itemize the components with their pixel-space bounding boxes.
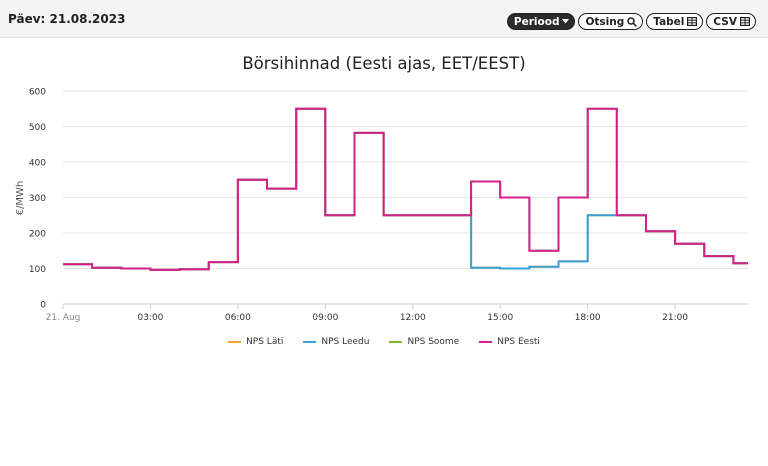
toolbar: Päev: 21.08.2023 Periood Otsing Tabel CS… <box>0 0 768 38</box>
legend-item[interactable]: NPS Leedu <box>303 337 369 347</box>
table-button[interactable]: Tabel <box>646 13 704 30</box>
caret-down-icon <box>562 19 570 24</box>
chart-series <box>63 107 748 271</box>
table-icon <box>687 17 698 26</box>
legend-label: NPS Läti <box>246 337 284 347</box>
period-label: Periood <box>513 15 560 28</box>
y-axis: 0 100 200 300 400 500 600 <box>29 88 46 311</box>
y-tick-label: 400 <box>29 159 46 169</box>
legend-label: NPS Eesti <box>497 337 540 347</box>
legend-item[interactable]: NPS Läti <box>228 337 283 347</box>
x-tick-label: 21. Aug <box>46 313 81 323</box>
series-line-2 <box>63 107 748 271</box>
series-line-0 <box>63 107 748 271</box>
table-icon <box>740 17 750 26</box>
table-label: Tabel <box>653 15 685 28</box>
legend-item[interactable]: NPS Eesti <box>479 337 540 347</box>
toolbar-buttons: Periood Otsing Tabel CSV <box>506 13 756 30</box>
series-line-1 <box>63 107 748 271</box>
x-axis: 21. Aug 03:00 06:00 09:00 12:00 15:00 18:00 21:… <box>46 304 688 323</box>
search-icon <box>627 16 638 27</box>
chart-legend: NPS Läti NPS Leedu NPS Soome NPS Eesti <box>0 337 768 347</box>
date-label: Päev: 21.08.2023 <box>8 12 126 26</box>
x-tick-label: 09:00 <box>312 313 338 323</box>
search-label: Otsing <box>585 15 625 28</box>
x-tick-label: 21:00 <box>662 313 688 323</box>
legend-swatch <box>228 341 242 343</box>
legend-label: NPS Soome <box>407 337 460 347</box>
y-tick-label: 100 <box>29 265 46 275</box>
chart-grid <box>63 90 748 305</box>
period-button[interactable]: Periood <box>506 13 576 30</box>
y-tick-label: 300 <box>29 194 46 204</box>
x-tick-label: 03:00 <box>137 313 163 323</box>
legend-swatch <box>389 341 403 343</box>
legend-swatch <box>479 341 493 343</box>
legend-swatch <box>303 341 317 343</box>
legend-item[interactable]: NPS Soome <box>389 337 459 347</box>
x-tick-label: 15:00 <box>487 313 513 323</box>
x-tick-label: 06:00 <box>225 313 251 323</box>
csv-button[interactable]: CSV <box>706 13 756 30</box>
y-tick-label: 0 <box>40 301 46 311</box>
series-line-3 <box>63 107 748 271</box>
y-tick-label: 500 <box>29 123 46 133</box>
x-tick-label: 12:00 <box>400 313 426 323</box>
legend-label: NPS Leedu <box>321 337 370 347</box>
y-tick-label: 600 <box>29 88 46 98</box>
y-axis-label: €/MWh <box>15 181 26 216</box>
search-button[interactable]: Otsing <box>578 13 644 30</box>
x-tick-label: 18:00 <box>575 313 601 323</box>
y-tick-label: 200 <box>29 230 46 240</box>
chart-title: Börsihinnad (Eesti ajas, EET/EEST) <box>242 54 526 73</box>
csv-label: CSV <box>713 15 737 28</box>
